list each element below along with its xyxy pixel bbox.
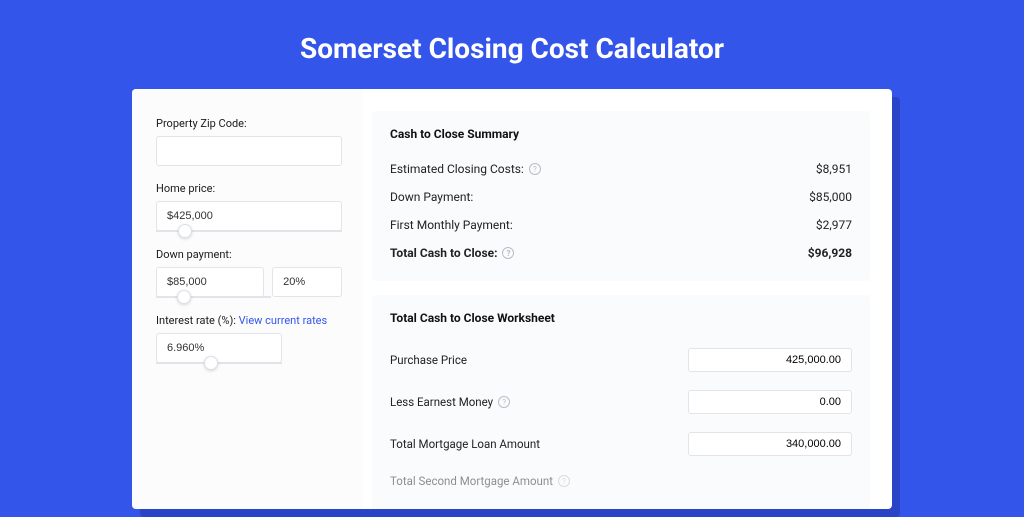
- summary-row: Estimated Closing Costs:? $8,951: [390, 155, 852, 183]
- page-title: Somerset Closing Cost Calculator: [0, 0, 1024, 89]
- worksheet-card: Total Cash to Close Worksheet Purchase P…: [372, 295, 870, 509]
- interest-input[interactable]: [156, 333, 282, 363]
- interest-label-text: Interest rate (%):: [156, 314, 239, 327]
- worksheet-label-text: Purchase Price: [390, 353, 467, 367]
- zip-group: Property Zip Code:: [156, 117, 342, 166]
- worksheet-partial-label-text: Total Second Mortgage Amount: [390, 474, 553, 488]
- worksheet-heading: Total Cash to Close Worksheet: [390, 311, 852, 325]
- zip-label: Property Zip Code:: [156, 117, 342, 130]
- home-price-group: Home price:: [156, 182, 342, 232]
- worksheet-row-partial-label: Total Second Mortgage Amount ?: [390, 474, 570, 488]
- worksheet-label-text: Less Earnest Money: [390, 395, 493, 409]
- summary-label-text: Total Cash to Close:: [390, 246, 497, 260]
- zip-input[interactable]: [156, 136, 342, 166]
- inputs-column: Property Zip Code: Home price: Down paym…: [132, 89, 362, 509]
- help-icon[interactable]: ?: [529, 163, 541, 175]
- worksheet-row-value-input[interactable]: [688, 390, 852, 414]
- summary-row-value: $2,977: [816, 218, 852, 232]
- summary-row-value: $8,951: [816, 162, 852, 176]
- worksheet-row-value-input[interactable]: [688, 432, 852, 456]
- home-price-slider[interactable]: [156, 230, 342, 232]
- worksheet-row-value-input[interactable]: [688, 348, 852, 372]
- summary-row: Total Cash to Close:? $96,928: [390, 239, 852, 267]
- worksheet-row: Purchase Price: [390, 339, 852, 381]
- interest-group: Interest rate (%): View current rates: [156, 314, 342, 364]
- help-icon[interactable]: ?: [502, 247, 514, 259]
- calculator-panel: Property Zip Code: Home price: Down paym…: [132, 89, 892, 509]
- down-payment-input[interactable]: [156, 267, 264, 297]
- summary-row-value: $85,000: [809, 190, 852, 204]
- worksheet-label-text: Total Mortgage Loan Amount: [390, 437, 540, 451]
- worksheet-row: Total Mortgage Loan Amount: [390, 423, 852, 465]
- summary-row: Down Payment: $85,000: [390, 183, 852, 211]
- summary-label-text: First Monthly Payment:: [390, 218, 513, 232]
- down-payment-label: Down payment:: [156, 248, 342, 261]
- summary-label-text: Down Payment:: [390, 190, 473, 204]
- worksheet-row: Less Earnest Money?: [390, 381, 852, 423]
- home-price-slider-thumb[interactable]: [178, 224, 192, 238]
- down-payment-group: Down payment:: [156, 248, 342, 298]
- worksheet-row-label: Less Earnest Money?: [390, 395, 510, 409]
- interest-label: Interest rate (%): View current rates: [156, 314, 342, 327]
- results-column: Cash to Close Summary Estimated Closing …: [362, 89, 892, 509]
- home-price-label: Home price:: [156, 182, 342, 195]
- summary-card: Cash to Close Summary Estimated Closing …: [372, 111, 870, 281]
- summary-row-label: First Monthly Payment:: [390, 218, 513, 232]
- down-payment-slider[interactable]: [156, 296, 271, 298]
- summary-row-label: Total Cash to Close:?: [390, 246, 514, 260]
- summary-row-label: Estimated Closing Costs:?: [390, 162, 541, 176]
- help-icon[interactable]: ?: [558, 475, 570, 487]
- help-icon[interactable]: ?: [498, 396, 510, 408]
- summary-rows: Estimated Closing Costs:? $8,951 Down Paym…: [390, 155, 852, 267]
- interest-slider[interactable]: [156, 362, 282, 364]
- view-rates-link[interactable]: View current rates: [239, 314, 328, 327]
- worksheet-rows: Purchase Price Less Earnest Money? Total M…: [390, 339, 852, 465]
- summary-row-value: $96,928: [808, 246, 852, 260]
- summary-heading: Cash to Close Summary: [390, 127, 852, 141]
- summary-row: First Monthly Payment: $2,977: [390, 211, 852, 239]
- down-payment-pct-input[interactable]: [272, 267, 342, 297]
- down-payment-slider-thumb[interactable]: [177, 290, 191, 304]
- summary-row-label: Down Payment:: [390, 190, 473, 204]
- worksheet-row-label: Purchase Price: [390, 353, 467, 367]
- interest-slider-thumb[interactable]: [204, 356, 218, 370]
- calculator-panel-wrapper: Property Zip Code: Home price: Down paym…: [132, 89, 892, 509]
- worksheet-row-label: Total Mortgage Loan Amount: [390, 437, 540, 451]
- summary-label-text: Estimated Closing Costs:: [390, 162, 524, 176]
- worksheet-row-partial: Total Second Mortgage Amount ?: [390, 465, 852, 497]
